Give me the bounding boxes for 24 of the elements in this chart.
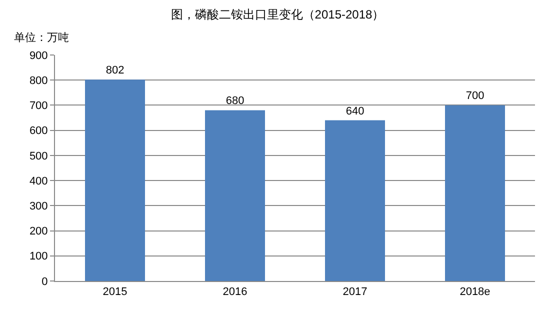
y-tick-label: 700 [29,100,48,112]
data-label: 680 [226,95,244,108]
y-tick-label: 900 [29,50,48,62]
bar [445,105,505,281]
y-tick-label: 0 [42,276,48,288]
y-tick-label: 300 [29,200,48,213]
y-tick-label: 800 [29,74,48,87]
bar [325,120,385,281]
y-tick-label: 500 [29,150,48,162]
y-tick-label: 100 [29,250,48,263]
x-tick-label: 2017 [342,286,368,298]
bar [205,110,265,281]
x-tick-label: 2016 [222,286,248,298]
x-tick-label: 2015 [102,286,128,298]
y-axis-title: 单位：万吨 [14,31,69,44]
data-label: 802 [106,64,124,77]
bar [85,80,145,281]
y-tick-label: 600 [29,125,48,138]
y-tick-label: 400 [29,175,48,188]
data-label: 640 [346,105,364,118]
x-tick-label: 2018e [460,286,490,298]
y-tick-label: 200 [29,226,48,238]
data-label: 700 [466,90,484,102]
chart-title: 图，磷酸二铵出口里变化（2015-2018） [170,7,384,22]
